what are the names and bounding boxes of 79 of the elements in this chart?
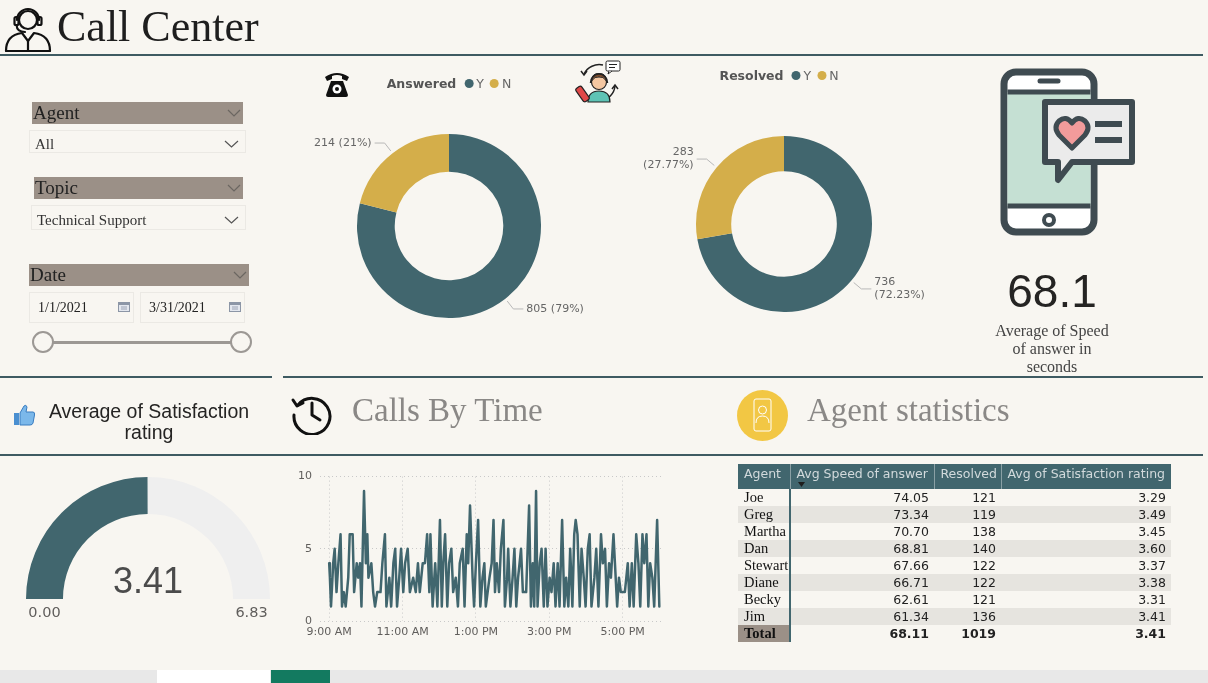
x-tick-label: 5:00 PM	[600, 625, 645, 639]
data-label: 3.41	[1138, 609, 1166, 624]
data-label: 67.66	[893, 558, 929, 573]
data-label: 68.81	[893, 541, 929, 556]
chart-title: Average of Satisfaction rating	[47, 400, 251, 443]
data-label: 66.71	[893, 575, 929, 590]
x-tick-label: 11:00 AM	[376, 625, 429, 639]
date-field: 1/1/2021	[29, 292, 134, 323]
data-label: 805 (79%)	[526, 301, 584, 315]
data-label: 121	[972, 490, 996, 505]
text: Avg of Satisfaction rating	[1007, 466, 1166, 481]
data-label: 3.60	[1138, 541, 1166, 556]
chart-title: Calls By Time	[352, 391, 543, 429]
data-label: 136	[972, 609, 996, 624]
y-tick-label: 10	[298, 469, 312, 483]
legend-title: Resolved	[719, 68, 784, 83]
data-label: 3.41	[1135, 626, 1166, 641]
data-label: 138	[972, 524, 996, 539]
category-label: Jim	[744, 608, 765, 624]
table-row: Dan 68.81 140 3.60	[738, 540, 1171, 557]
legend-label: N	[501, 76, 512, 91]
category-label: Diane	[744, 574, 779, 590]
data-label: 3.49	[1138, 507, 1166, 522]
y-tick-label: 0	[305, 613, 312, 627]
data-label: 70.70	[893, 524, 929, 539]
text: Average of Speed of answer in seconds	[994, 322, 1110, 376]
legend-label: Y	[803, 68, 812, 83]
text: 68.1	[1007, 265, 1097, 317]
data-label: 3.29	[1138, 490, 1166, 505]
data-label: 214 (21%)	[314, 135, 372, 149]
x-tick-label: 9:00 AM	[306, 625, 352, 639]
data-label: 3.41	[112, 560, 184, 601]
data-label: 122	[972, 558, 996, 573]
data-label: 3.37	[1138, 558, 1166, 573]
text: Call Center	[57, 2, 259, 52]
text: Agent	[744, 466, 781, 481]
category-label: Joe	[744, 489, 764, 505]
data-label: 68.11	[889, 626, 929, 641]
text: Resolved	[940, 466, 997, 481]
y-tick-label: 5	[305, 541, 312, 555]
date-field: 3/31/2021	[140, 292, 245, 323]
table-row: Diane 66.71 122 3.38	[738, 574, 1171, 591]
dropdown: Technical Support	[31, 205, 246, 230]
x-tick-label: 1:00 PM	[453, 625, 499, 639]
category-label: Total	[744, 625, 776, 641]
series-label: Avg Speed of answer	[796, 466, 928, 481]
table-row: Jim 61.34 136 3.41	[738, 608, 1171, 625]
text: 6.83	[235, 603, 268, 620]
category-label: Greg	[744, 506, 773, 522]
legend-label: N	[829, 68, 839, 83]
text: Agent statistics	[807, 391, 1010, 429]
data-label: 3.31	[1138, 592, 1166, 607]
data-label: 119	[972, 507, 996, 522]
text: 0.00	[28, 603, 61, 620]
table-row: Total 68.11 1019 3.41	[738, 625, 1171, 642]
data-label: 121	[972, 592, 996, 607]
data-label: 73.34	[893, 507, 929, 522]
data-label: 3.45	[1138, 524, 1166, 539]
data-label: 1019	[961, 626, 996, 641]
data-label: 74.05	[893, 490, 929, 505]
category-label: Becky	[744, 591, 782, 607]
category-label: Stewart	[744, 557, 789, 573]
data-label: 140	[972, 541, 996, 556]
x-tick-label: 3:00 PM	[527, 625, 572, 639]
slicer-header: Topic	[34, 177, 243, 199]
data-label: 3.38	[1138, 575, 1166, 590]
dropdown: All	[29, 130, 246, 153]
data-label: 61.34	[893, 609, 929, 624]
category-label: Dan	[744, 540, 769, 556]
data-label: 736 (72.23%)	[874, 275, 925, 302]
data-label: 62.61	[893, 592, 929, 607]
data-label: 283 (27.77%)	[643, 145, 694, 172]
legend-title: Answered	[386, 76, 457, 91]
slicer-header: Agent	[32, 102, 243, 124]
slicer-header: Date	[29, 264, 249, 286]
table-row: Greg 73.34 119 3.49	[738, 506, 1171, 523]
category-label: Martha	[744, 523, 786, 539]
data-label: 122	[972, 575, 996, 590]
legend-label: Y	[476, 76, 484, 91]
